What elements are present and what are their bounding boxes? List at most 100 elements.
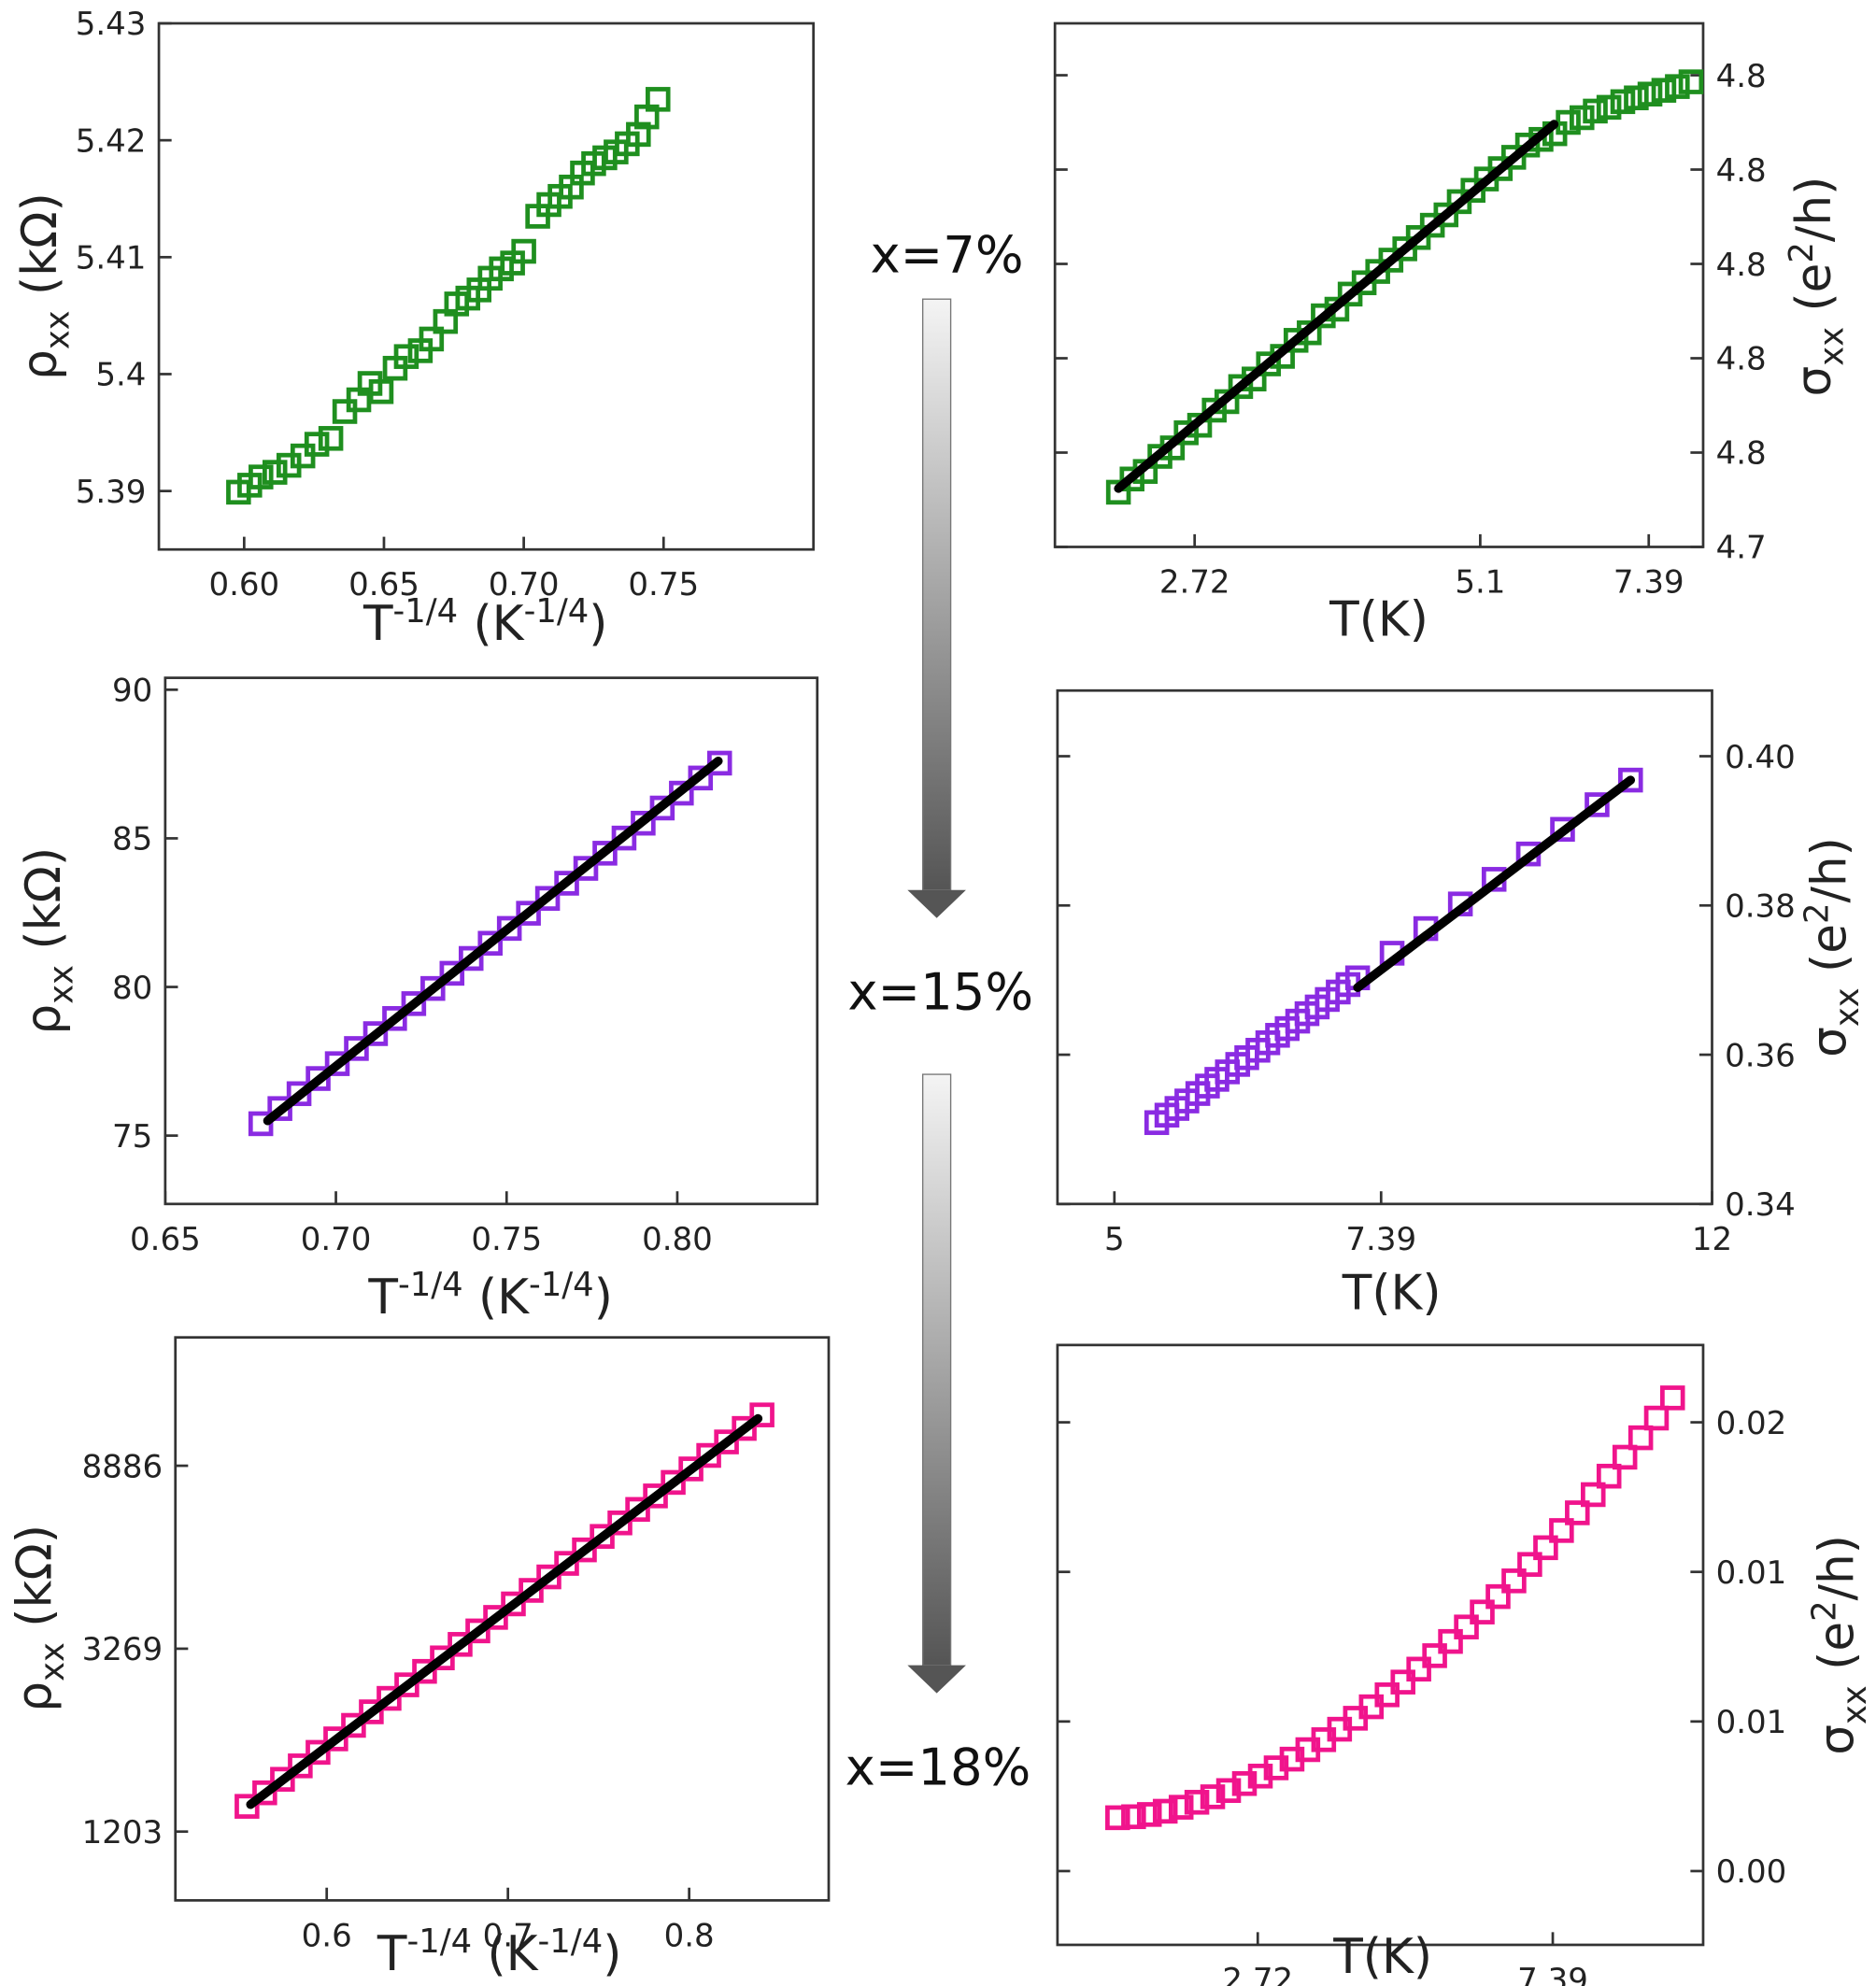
x-tick-label: 0.70 [489, 566, 560, 603]
label-part: -1/4 [524, 592, 590, 631]
y-tick-label: 4.8 [1716, 341, 1767, 378]
x-tick-label: 5.1 [1455, 563, 1505, 601]
data-point [267, 1096, 292, 1121]
data-point [1581, 1482, 1606, 1508]
data-point [393, 344, 419, 369]
doping-label: x=7% [870, 225, 1023, 285]
label-part: 2 [1805, 1600, 1843, 1621]
panel: 0.60 0.65 0.70 0.75 5.39 5.4 5.41 5.42 5.43 [76, 6, 816, 603]
label-part: ) [594, 1270, 613, 1326]
data-point [1422, 1643, 1447, 1668]
y-tick-label: 85 [112, 821, 152, 858]
axis-label: ρxx (kΩ) [16, 847, 81, 1035]
data-point [1643, 1405, 1670, 1431]
data-point [1311, 303, 1336, 329]
y-tick-label: 0.02 [1716, 1405, 1787, 1442]
label-part: -1/4 [393, 592, 459, 631]
data-point [1637, 81, 1663, 106]
data-point [1533, 1535, 1558, 1561]
data-point [1390, 1669, 1415, 1695]
plot-frame [163, 676, 819, 1206]
data-point [359, 1699, 384, 1724]
x-tick-label: 0.75 [628, 566, 699, 603]
axis-label: ρxx (kΩ) [7, 1525, 72, 1712]
data-point [1565, 1500, 1590, 1525]
label-part: -1/4 [529, 1266, 594, 1304]
data-point [1119, 466, 1144, 492]
data-point [516, 901, 541, 926]
data-point [1485, 1583, 1511, 1610]
axis-label: ρxx (kΩ) [12, 192, 78, 380]
data-point [288, 1753, 313, 1779]
data-point [1200, 1784, 1226, 1809]
y-tick-label: 1203 [82, 1814, 163, 1851]
axis-label: T(K) [1332, 1929, 1432, 1985]
label-part: xx [34, 1642, 72, 1681]
plot-frame [1056, 1343, 1705, 1947]
label-part: ) [603, 1926, 621, 1982]
y-tick-label: 4.8 [1716, 152, 1767, 190]
data-point [362, 1021, 389, 1046]
x-tick-label: 2.72 [1222, 1962, 1293, 1986]
data-point [1612, 1444, 1638, 1470]
label-part: ) [589, 596, 607, 652]
data-point [501, 1591, 526, 1617]
y-tick-label: 0.40 [1725, 739, 1796, 776]
data-point [1433, 202, 1459, 228]
x-tick-label: 12 [1692, 1221, 1732, 1258]
label-part: σ [1810, 1724, 1866, 1755]
data-point [646, 87, 671, 112]
data-point [306, 1739, 331, 1766]
label-part: -1/4 [538, 1922, 604, 1961]
data-point [1627, 1425, 1654, 1451]
x-tick-label: 2.72 [1159, 563, 1230, 601]
arrow [907, 298, 966, 918]
label-part: xx [38, 310, 77, 349]
x-tick-label: 7.39 [1345, 1221, 1416, 1258]
data-point [262, 460, 288, 485]
data-point [1610, 89, 1636, 115]
data-point [1184, 1790, 1210, 1815]
label-part: /h) [1801, 837, 1857, 902]
y-tick-label: 0.00 [1716, 1853, 1787, 1891]
data-point [1549, 1518, 1574, 1543]
x-tick-label: 0.75 [471, 1221, 542, 1258]
data-point [1585, 792, 1610, 817]
axis-label: T(K) [1342, 1266, 1442, 1322]
data-point [394, 1672, 419, 1697]
data-point [304, 432, 330, 457]
x-tick-label: 5 [1104, 1221, 1125, 1258]
label-part: (kΩ) [7, 1525, 63, 1627]
label-part: ρ [16, 1004, 72, 1035]
data-point [1454, 1614, 1479, 1639]
y-tick-label: 5.42 [76, 122, 147, 160]
label-part: T [377, 1926, 407, 1982]
x-tick-label: 7.39 [1613, 563, 1684, 601]
data-point [1624, 85, 1649, 111]
label-part: T [367, 1270, 398, 1326]
label-part: /h) [1786, 177, 1842, 242]
plot-frame [1056, 688, 1713, 1206]
data-point [341, 1712, 366, 1738]
data-point [661, 1469, 686, 1496]
label-part: -1/4 [406, 1922, 472, 1961]
data-point [592, 841, 618, 866]
label-part: (K [474, 596, 525, 652]
data-point [318, 426, 344, 451]
plot-frame [1053, 21, 1705, 548]
x-tick-label: 0.65 [348, 566, 419, 603]
data-point [1596, 1463, 1622, 1489]
data-point [1168, 1794, 1194, 1820]
plot-frame [157, 21, 816, 551]
y-tick-label: 5.41 [76, 240, 147, 277]
x-tick-label: 0.6 [302, 1917, 352, 1954]
data-point [1678, 69, 1704, 94]
label-part: 2 [1783, 242, 1821, 262]
data-point [420, 975, 446, 1001]
y-tick-label: 75 [112, 1118, 152, 1156]
axis-label: T(K) [1329, 592, 1428, 648]
data-point [448, 1632, 473, 1657]
data-point [368, 378, 394, 404]
data-point [458, 945, 484, 972]
